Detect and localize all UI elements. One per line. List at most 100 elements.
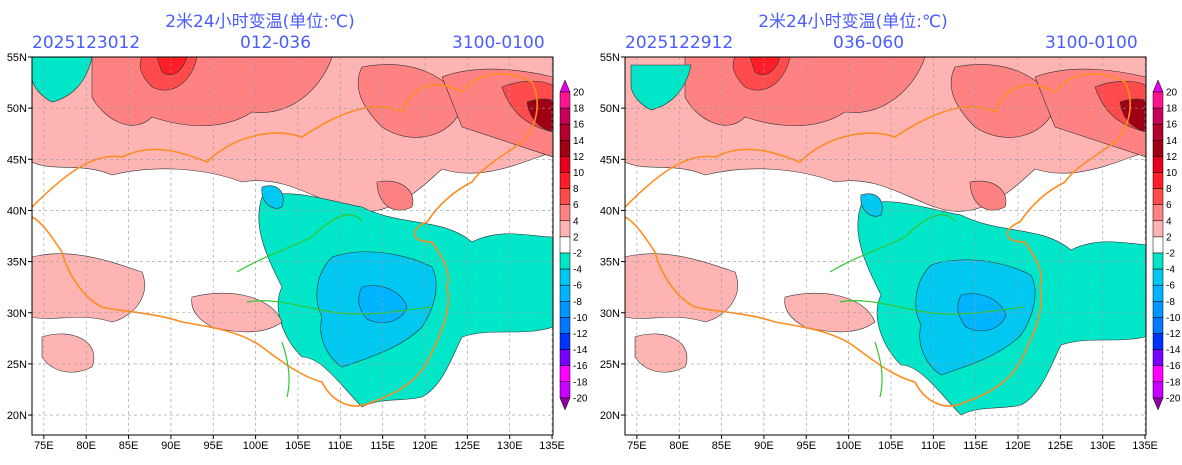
contour-fill-2 (32, 253, 145, 323)
colorbar-bottom-arrow (559, 397, 571, 411)
colorbar-box (559, 365, 571, 383)
colorbar-label: -16 (1166, 361, 1181, 372)
contour-fill-4 (357, 64, 463, 138)
colorbar-top-arrow (1152, 79, 1164, 93)
colorbar-label: -10 (573, 313, 588, 324)
colorbar-box (559, 252, 571, 270)
colorbar-label: 4 (573, 216, 579, 227)
river-lines (829, 214, 1026, 398)
colorbar-label: -20 (1166, 393, 1181, 404)
colorbar-box (1152, 188, 1164, 205)
contour-fill-2 (625, 253, 738, 323)
temperature-field (625, 57, 1146, 435)
map-canvas: 75E 80E 85E 90E 95E 100E 105E 110E 115E 120E 125E 1… (7, 52, 588, 452)
colorbar-box (559, 172, 571, 189)
lat-label: 50N (600, 103, 620, 115)
colorbar-bottom-arrow (1152, 397, 1164, 411)
contour-fill-neg2 (32, 57, 93, 103)
forecast-range: 012-036 (240, 33, 312, 53)
contour-fill-4 (969, 180, 1007, 211)
colorbar-label: -6 (1166, 281, 1175, 292)
colorbar-label: -10 (1166, 313, 1181, 324)
map-canvas: 75E 80E 85E 90E 95E 100E 105E 110E 115E 120E 125E 1… (600, 52, 1181, 452)
colorbar-box (1152, 349, 1164, 366)
lon-label: 130E (1090, 440, 1116, 452)
colorbar-label: -14 (573, 345, 588, 356)
lon-label: 110E (328, 440, 353, 452)
colorbar-label: 18 (1166, 104, 1178, 115)
colorbar-box (1152, 220, 1164, 238)
lat-label: 45N (600, 154, 620, 166)
lat-label: 30N (7, 308, 27, 320)
colorbar-box (559, 381, 571, 399)
colorbar-box (559, 204, 571, 222)
colorbar-box (1152, 236, 1164, 254)
colorbar-label: 12 (573, 152, 585, 163)
valid-range: 3100-0100 (1045, 33, 1138, 53)
init-time: 2025123012 (32, 33, 141, 53)
colorbar-label: -18 (573, 377, 588, 388)
colorbar-label: 10 (1166, 168, 1178, 179)
colorbar-box (559, 317, 571, 334)
colorbar-box (559, 156, 571, 173)
forecast-range: 036-060 (833, 33, 905, 53)
colorbar-label: -6 (573, 281, 582, 292)
contour-fill-neg4 (261, 185, 284, 209)
colorbar-label: -16 (573, 361, 588, 372)
contour-fill-4 (950, 64, 1056, 138)
temperature-field (32, 57, 553, 435)
colorbar-box (559, 284, 571, 302)
colorbar-label: 2 (1166, 232, 1172, 243)
colorbar-box (1152, 333, 1164, 350)
colorbar-label: 14 (573, 136, 585, 147)
colorbar-label: -4 (573, 265, 582, 276)
colorbar-box (559, 188, 571, 205)
country-border (32, 73, 538, 407)
lat-label: 45N (7, 154, 27, 166)
lon-label: 135E (1132, 440, 1158, 452)
river-lines (236, 214, 433, 398)
colorbar-label: 14 (1166, 136, 1178, 147)
lat-label: 50N (7, 103, 27, 115)
colorbar-label: -2 (573, 249, 582, 260)
colorbar-label: 20 (573, 88, 585, 99)
colorbar-label: -4 (1166, 265, 1175, 276)
lat-label: 20N (600, 410, 620, 422)
colorbar-label: 12 (1166, 152, 1178, 163)
colorbar-box (1152, 268, 1164, 286)
colorbar-box (1152, 284, 1164, 302)
colorbar-label: -12 (573, 329, 588, 340)
colorbar-box (1152, 252, 1164, 270)
plot-frame (31, 56, 554, 436)
right-map-panel: 2米24小时变温(单位:℃) 2025122912 036-060 3100-0… (593, 0, 1182, 465)
colorbar-box (1152, 301, 1164, 318)
init-time: 2025122912 (625, 33, 734, 53)
colorbar-label: -8 (573, 297, 582, 308)
contour-fill-2 (634, 333, 688, 373)
lon-label: 125E (455, 440, 481, 452)
lon-label: 115E (963, 440, 988, 452)
lat-label: 55N (600, 52, 620, 64)
colorbar-label: 2 (573, 232, 579, 243)
colorbar-label: -2 (1166, 249, 1175, 260)
colorbar-label: 6 (1166, 200, 1172, 211)
colorbar-box (1152, 156, 1164, 173)
lon-label: 100E (836, 440, 862, 452)
contour-fill-12 (526, 98, 553, 133)
colorbar-label: 16 (1166, 120, 1178, 131)
colorbar-label: 8 (1166, 184, 1172, 195)
lat-label: 20N (7, 410, 27, 422)
left-map-panel: 2米24小时变温(单位:℃) 2025123012 012-036 3100-0… (7, 12, 588, 452)
lon-label: 100E (243, 440, 269, 452)
lon-label: 125E (1048, 440, 1074, 452)
valid-range: 3100-0100 (452, 33, 545, 53)
lon-label: 75E (627, 440, 647, 452)
colorbar: 20 18 16 14 12 10 8 6 4 2 -2 -4 -6 -8 -10 -12 -14 -16 -18 -… (1152, 79, 1181, 411)
colorbar-label: -8 (1166, 297, 1175, 308)
lat-label: 55N (7, 52, 27, 64)
lat-label: 30N (600, 308, 620, 320)
colorbar-box (1152, 140, 1164, 157)
lat-label: 35N (7, 257, 27, 269)
colorbar-label: 16 (573, 120, 585, 131)
colorbar-label: -12 (1166, 329, 1181, 340)
